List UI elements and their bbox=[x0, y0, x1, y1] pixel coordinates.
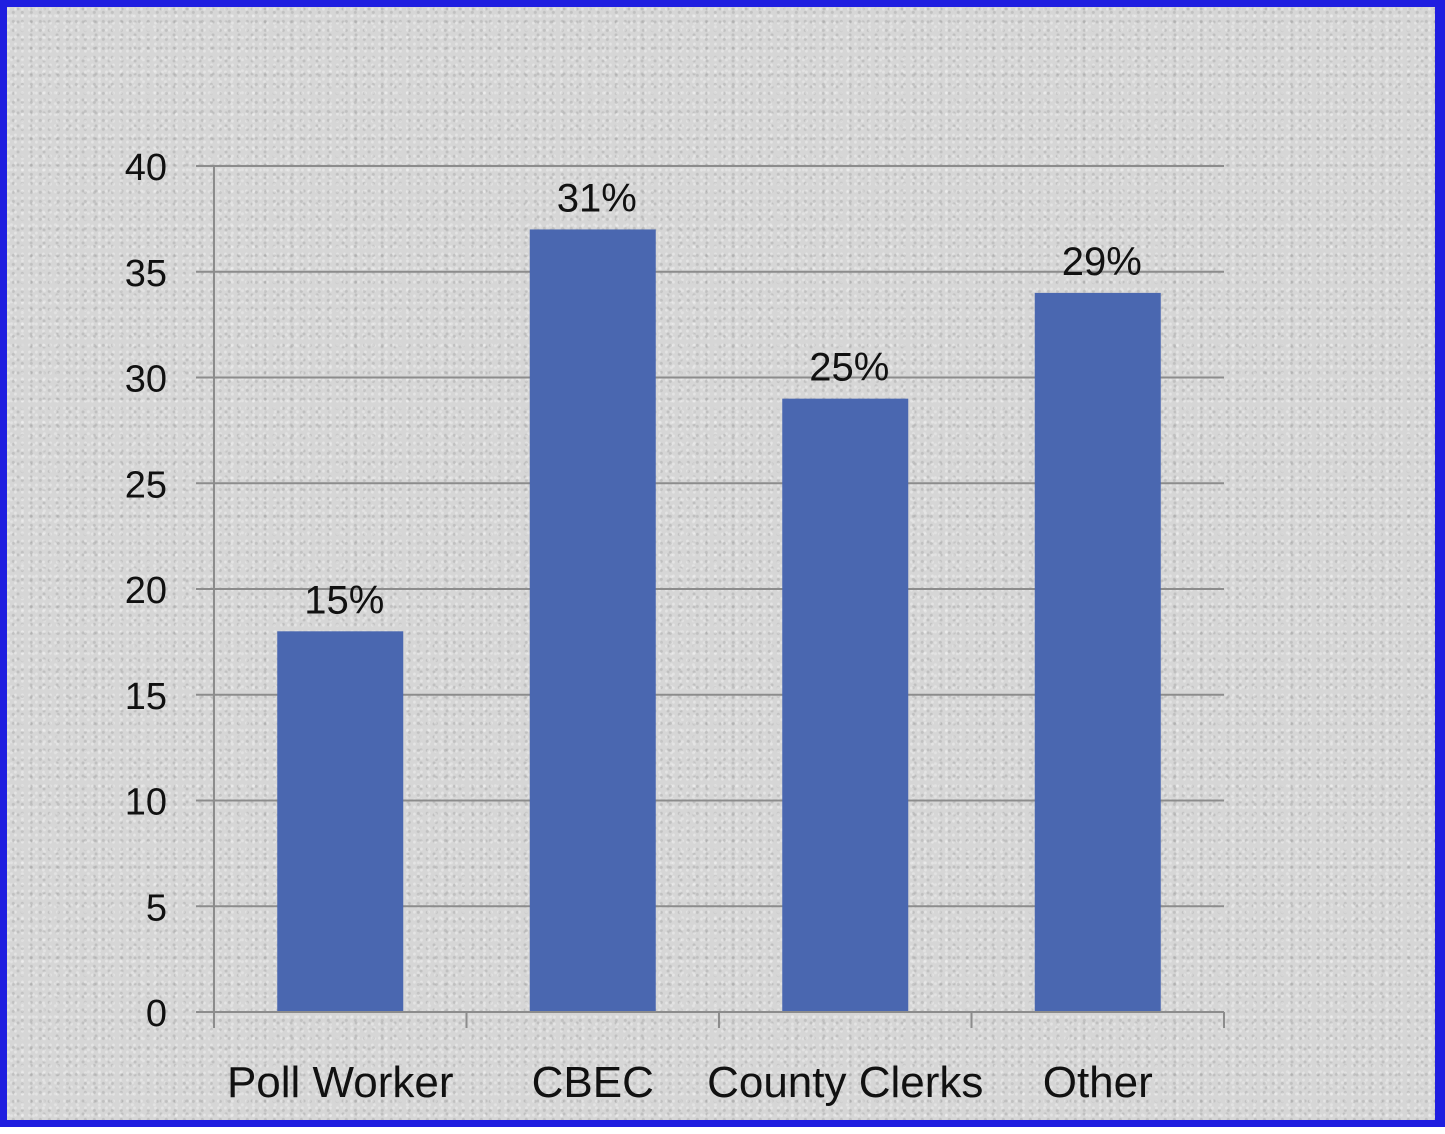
y-tick-label: 10 bbox=[125, 782, 167, 824]
data-labels: 15% 31% 25% 29% bbox=[304, 176, 1142, 622]
bar-chart: 0 5 10 15 20 25 30 35 40 15% 31% 25% 29% Poll Worke… bbox=[125, 147, 1225, 1107]
bars bbox=[277, 229, 1161, 1012]
y-tick-label: 15 bbox=[125, 676, 167, 718]
bar-other bbox=[1034, 292, 1161, 1012]
y-tick-label: 20 bbox=[125, 570, 167, 612]
data-label: 29% bbox=[1062, 240, 1142, 284]
y-tick-label: 5 bbox=[146, 887, 167, 929]
y-tick-label: 25 bbox=[125, 464, 167, 506]
data-label: 15% bbox=[304, 578, 384, 622]
y-tick-label: 0 bbox=[146, 993, 167, 1035]
data-label: 31% bbox=[557, 176, 637, 220]
x-axis-category-labels: Poll Worker CBEC County Clerks Other bbox=[227, 1058, 1153, 1107]
y-axis-tick-labels: 0 5 10 15 20 25 30 35 40 bbox=[125, 147, 167, 1035]
bar-county-clerks bbox=[782, 398, 909, 1012]
x-category-label: County Clerks bbox=[707, 1058, 983, 1107]
x-category-label: CBEC bbox=[532, 1058, 654, 1107]
x-axis bbox=[213, 1011, 1225, 1028]
data-label: 25% bbox=[809, 346, 889, 390]
bar-cbec bbox=[529, 229, 656, 1012]
x-category-label: Poll Worker bbox=[227, 1058, 454, 1107]
x-category-label: Other bbox=[1043, 1058, 1153, 1107]
y-tick-label: 35 bbox=[125, 253, 167, 295]
y-tick-label: 30 bbox=[125, 359, 167, 401]
bar-poll-worker bbox=[277, 631, 404, 1012]
y-tick-label: 40 bbox=[125, 147, 167, 189]
